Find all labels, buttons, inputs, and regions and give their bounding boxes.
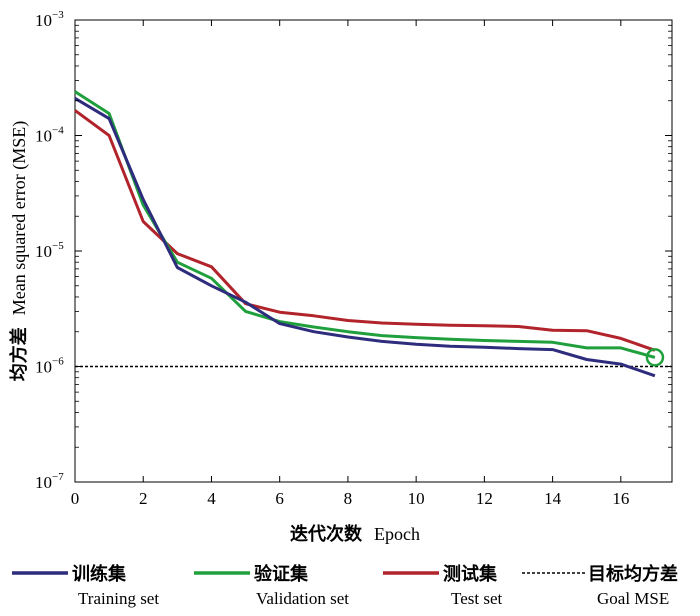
legend-label-test-cn: 测试集 [443, 563, 498, 585]
y-axis-label-en: Mean squared error (MSE) [9, 121, 30, 315]
legend-label-goal-cn: 目标均方差 [588, 563, 678, 585]
legend-label-validation-en: Validation set [256, 589, 349, 608]
y-tick-label: 10−4 [35, 125, 64, 146]
x-tick-label: 10 [408, 489, 425, 508]
legend-item-test: 测试集 Test set [383, 563, 502, 608]
x-tick-label: 16 [612, 489, 629, 508]
plot-frame [74, 19, 673, 483]
x-tick-label: 2 [139, 489, 148, 508]
y-tick-label: 10−7 [35, 471, 64, 492]
y-tick-label: 10−3 [35, 9, 64, 30]
x-tick-label: 0 [71, 489, 80, 508]
series-line-validation [74, 90, 656, 359]
legend: 训练集 Training set 验证集 Validation set 测试集 … [12, 563, 678, 608]
x-tick-label: 6 [275, 489, 284, 508]
x-tick-label: 12 [476, 489, 493, 508]
series-line-training [74, 97, 656, 378]
series-line-test [74, 109, 656, 352]
x-axis-label-en: Epoch [374, 524, 420, 544]
x-tick-label: 14 [544, 489, 562, 508]
x-tick-label: 8 [344, 489, 353, 508]
best-point-marker [645, 348, 665, 367]
legend-label-test-en: Test set [451, 589, 502, 608]
x-axis-label-cn: 迭代次数 [290, 523, 363, 545]
legend-label-goal-en: Goal MSE [597, 589, 669, 608]
x-axis-label: 迭代次数 Epoch [290, 523, 420, 545]
legend-item-validation: 验证集 Validation set [194, 563, 349, 608]
legend-item-training: 训练集 Training set [12, 563, 159, 608]
y-tick-label: 10−5 [35, 240, 64, 261]
plot-area [74, 19, 673, 483]
series-layer [74, 90, 656, 378]
y-axis-label: 均方差 Mean squared error (MSE) [8, 121, 30, 381]
legend-label-training-en: Training set [78, 589, 159, 608]
legend-item-goal: 目标均方差 Goal MSE [522, 563, 678, 608]
legend-label-training-cn: 训练集 [72, 563, 127, 585]
y-axis-ticks: 10−7 10−6 10−5 10−4 10−3 [35, 9, 672, 492]
legend-label-validation-cn: 验证集 [254, 563, 309, 585]
y-tick-label: 10−6 [35, 356, 64, 377]
x-axis-ticks: 0 2 4 6 8 10 12 14 16 [71, 20, 629, 508]
y-axis-label-cn: 均方差 [8, 327, 30, 381]
x-tick-label: 4 [207, 489, 216, 508]
